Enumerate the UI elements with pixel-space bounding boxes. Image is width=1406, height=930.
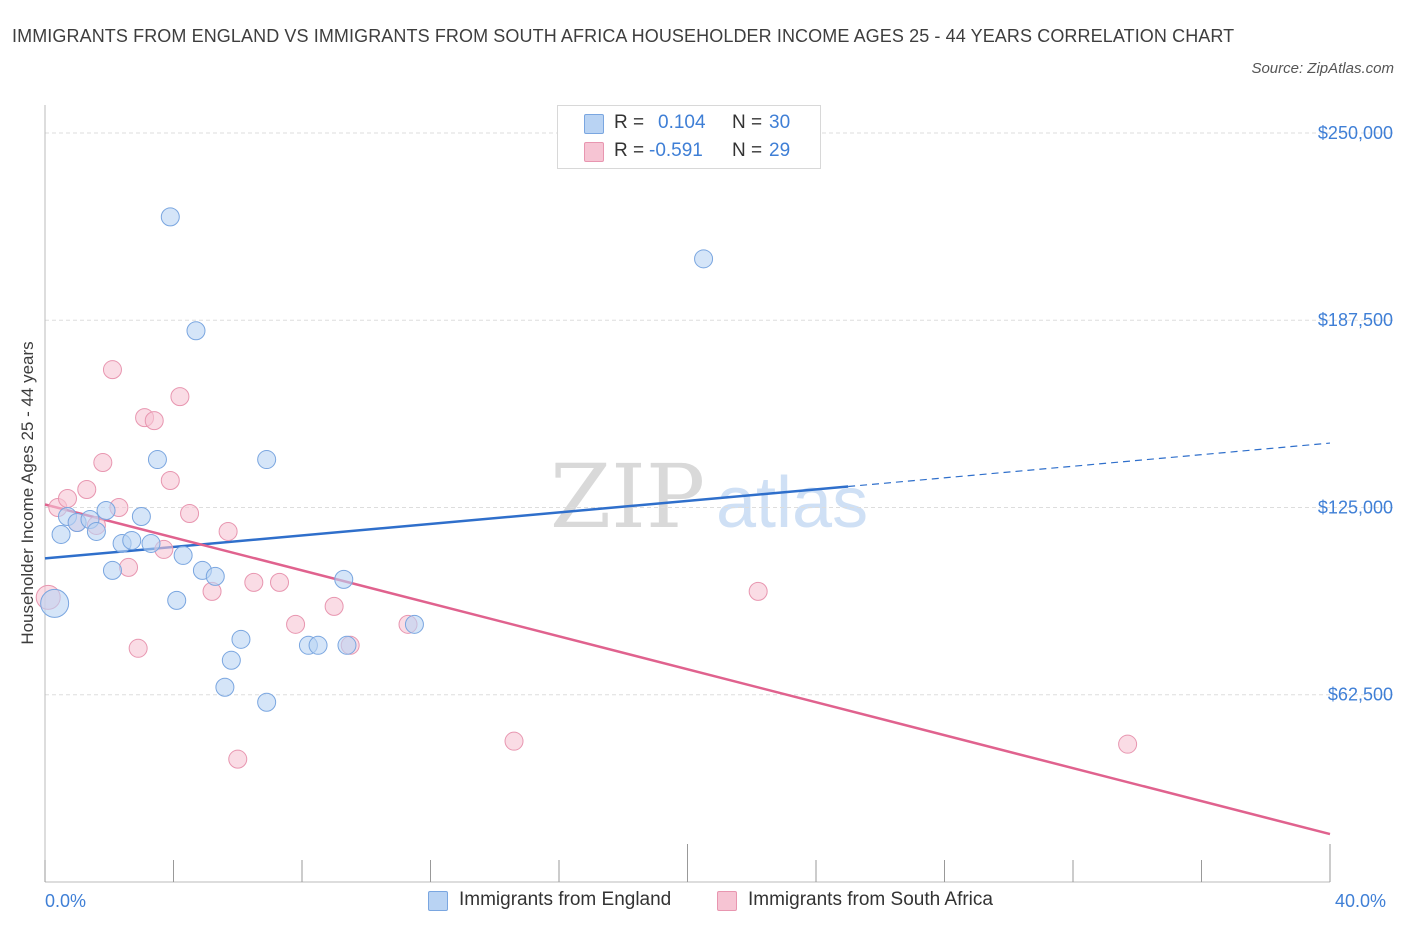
south-africa-r-label: R = xyxy=(614,140,645,161)
england-point xyxy=(221,650,241,670)
south-africa-point xyxy=(144,411,164,431)
south-africa-point xyxy=(102,360,122,380)
england-point xyxy=(404,614,424,634)
england-r-value: 0.104 xyxy=(658,112,706,133)
england-point xyxy=(167,590,187,610)
y-tick-label: $187,500 xyxy=(1318,310,1393,330)
england-point xyxy=(40,588,70,618)
chart-title: IMMIGRANTS FROM ENGLAND VS IMMIGRANTS FR… xyxy=(12,26,1235,46)
england-point xyxy=(141,533,161,553)
england-point xyxy=(205,566,225,586)
england-point xyxy=(215,677,235,697)
south-africa-point xyxy=(748,581,768,601)
gridlines xyxy=(45,132,1395,696)
south-africa-point xyxy=(180,503,200,523)
england-trend-extension xyxy=(848,442,1331,488)
england-point xyxy=(51,524,71,544)
south-africa-trend-line xyxy=(44,503,1331,836)
south-africa-point xyxy=(218,521,238,541)
england-point xyxy=(131,506,151,526)
england-trend-line xyxy=(44,485,849,560)
south-africa-n-value: 29 xyxy=(769,140,791,161)
south-africa-point xyxy=(77,480,97,500)
watermark-zip: ZIP xyxy=(550,445,705,548)
south-africa-point xyxy=(286,614,306,634)
south-africa-point xyxy=(128,638,148,658)
england-point xyxy=(308,635,328,655)
south-africa-point xyxy=(504,731,524,751)
south-africa-point xyxy=(228,749,248,769)
y-tick-labels: $62,500 $125,000 $187,500 $250,000 xyxy=(1318,123,1393,705)
england-point xyxy=(160,207,180,227)
stats-legend: R = 0.104 N = 30 R = -0.591 N = 29 xyxy=(557,105,821,169)
south-africa-point xyxy=(119,557,139,577)
england-point xyxy=(257,692,277,712)
england-point xyxy=(96,500,116,520)
south-africa-point xyxy=(1118,734,1138,754)
y-tick-label: $125,000 xyxy=(1318,497,1393,517)
watermark: ZIP atlas xyxy=(550,445,868,548)
england-point xyxy=(337,635,357,655)
england-legend-label: Immigrants from England xyxy=(459,889,672,910)
south-africa-point xyxy=(93,453,113,473)
x-tick-min: 0.0% xyxy=(45,891,87,911)
england-point xyxy=(122,530,142,550)
south-africa-point xyxy=(57,489,77,509)
source-note: Source: ZipAtlas.com xyxy=(1251,60,1394,77)
axes xyxy=(44,105,1331,883)
south-africa-r-value: -0.591 xyxy=(649,140,703,161)
south-africa-legend-label: Immigrants from South Africa xyxy=(748,889,993,910)
south-africa-swatch xyxy=(584,142,604,162)
england-point xyxy=(86,521,106,541)
south-africa-point xyxy=(170,387,190,407)
england-point xyxy=(334,569,354,589)
south-africa-point xyxy=(160,471,180,491)
south-africa-point xyxy=(244,572,264,592)
south-africa-n-label: N = xyxy=(732,140,763,161)
watermark-atlas: atlas xyxy=(716,463,868,543)
y-tick-label: $250,000 xyxy=(1318,123,1393,143)
england-point xyxy=(147,450,167,470)
england-legend-swatch xyxy=(428,891,448,911)
x-tick-max: 40.0% xyxy=(1335,891,1387,911)
england-swatch xyxy=(584,114,604,134)
trend-lines xyxy=(44,442,1331,836)
england-point xyxy=(173,545,193,565)
y-tick-label: $62,500 xyxy=(1328,685,1393,705)
data-points xyxy=(35,207,1138,769)
england-n-value: 30 xyxy=(769,112,791,133)
england-point xyxy=(186,321,206,341)
south-africa-point xyxy=(324,596,344,616)
england-n-label: N = xyxy=(732,112,763,133)
england-point xyxy=(257,450,277,470)
england-point xyxy=(231,629,251,649)
england-point xyxy=(694,249,714,269)
south-africa-point xyxy=(270,572,290,592)
south-africa-legend-swatch xyxy=(717,891,737,911)
england-point xyxy=(102,560,122,580)
england-r-label: R = xyxy=(614,112,645,133)
